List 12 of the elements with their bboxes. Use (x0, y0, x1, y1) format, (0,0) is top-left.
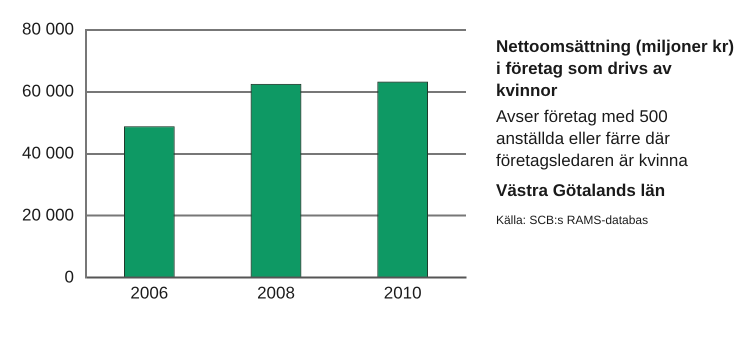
y-tick-label: 20 000 (22, 205, 74, 224)
text: Nettoomsättning (miljoner kr) i företag som drivs av kvinnor (496, 36, 736, 102)
y-tick-label: 40 000 (22, 143, 74, 162)
x-tick-label: 2010 (384, 283, 422, 302)
text: Västra Götalands län (496, 180, 666, 202)
text: Avser företag med 500 anställda eller färre där företagsledaren är kvinna (496, 106, 689, 172)
y-tick-label: 80 000 (22, 20, 74, 39)
x-tick-label: 2006 (130, 283, 168, 302)
y-tick-label: 0 (64, 267, 74, 286)
text: Källa: SCB:s RAMS-databas (496, 212, 650, 228)
y-tick-label: 60 000 (22, 82, 74, 101)
x-tick-label: 2008 (257, 283, 295, 302)
